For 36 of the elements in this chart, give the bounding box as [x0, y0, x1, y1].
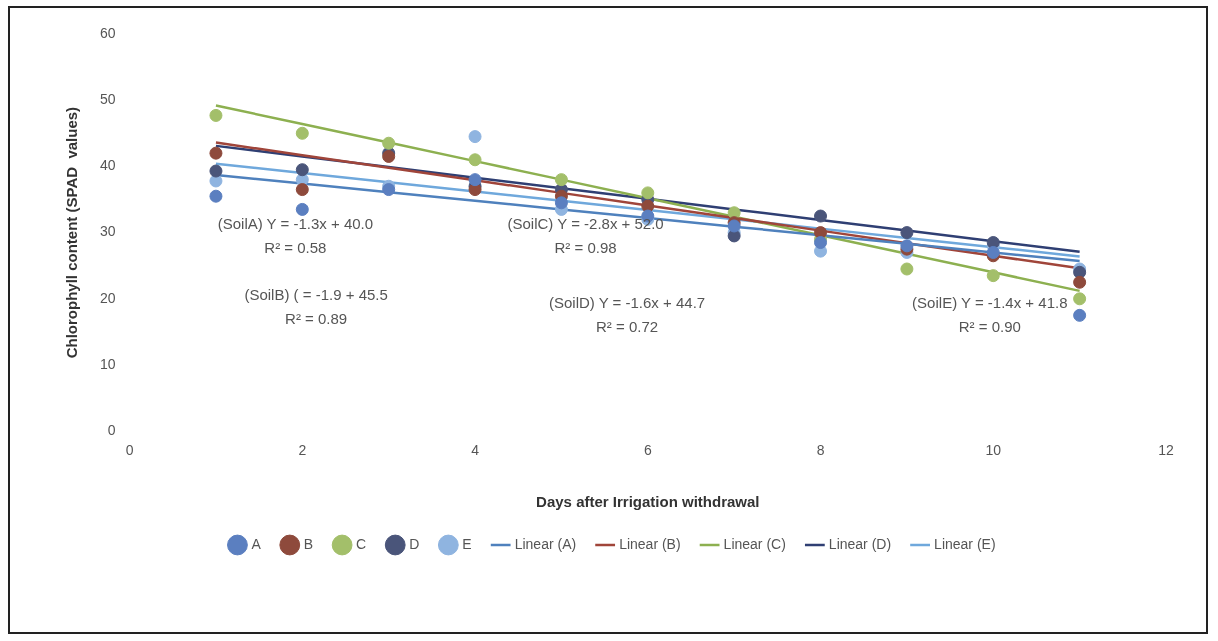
legend-label: C: [356, 535, 367, 552]
x-tick-label: 8: [816, 442, 825, 459]
legend-label: Linear (A): [514, 535, 577, 552]
y-tick-label: 20: [99, 289, 116, 306]
y-tick-label: 0: [107, 422, 116, 439]
legend-label: A: [251, 535, 262, 552]
annotation: R² = 0.58: [264, 238, 327, 256]
legend-label: Linear (D): [828, 535, 892, 552]
y-tick-label: 30: [99, 223, 116, 240]
x-axis-title: Days after Irrigation withdrawal: [536, 493, 760, 511]
legend-label: Linear (C): [723, 535, 786, 552]
x-tick-label: 4: [471, 442, 480, 459]
legend-label: Linear (B): [619, 535, 681, 552]
legend-label: D: [409, 535, 420, 552]
annotation: R² = 0.89: [285, 310, 348, 328]
y-tick-label: 10: [99, 355, 116, 372]
annotation: (SoilD) Y = -1.6x + 44.7: [548, 294, 706, 312]
legend-label: E: [462, 535, 472, 552]
y-tick-label: 60: [99, 24, 116, 41]
x-tick-label: 2: [298, 442, 307, 459]
x-tick-label: 10: [985, 442, 1002, 459]
annotation: (SoilB) ( = -1.9 + 45.5: [244, 286, 388, 304]
annotation: R² = 0.72: [596, 318, 659, 336]
annotation: (SoilE) Y = -1.4x + 41.8: [912, 294, 1068, 312]
legend-label: B: [303, 535, 314, 552]
y-tick-label: 40: [99, 157, 116, 174]
annotation: (SoilC) Y = -2.8x + 52.0: [507, 214, 664, 232]
annotation: (SoilA) Y = -1.3x + 40.0: [217, 214, 374, 232]
x-tick-label: 12: [1158, 442, 1174, 459]
y-axis-title: Chlorophyll content (SPAD values): [63, 106, 81, 359]
annotation: R² = 0.98: [554, 238, 617, 256]
legend-label: Linear (E): [934, 535, 996, 552]
x-tick-label: 6: [643, 442, 652, 459]
y-tick-label: 50: [99, 91, 116, 108]
annotation: R² = 0.90: [958, 318, 1021, 336]
x-tick-label: 0: [125, 442, 134, 459]
